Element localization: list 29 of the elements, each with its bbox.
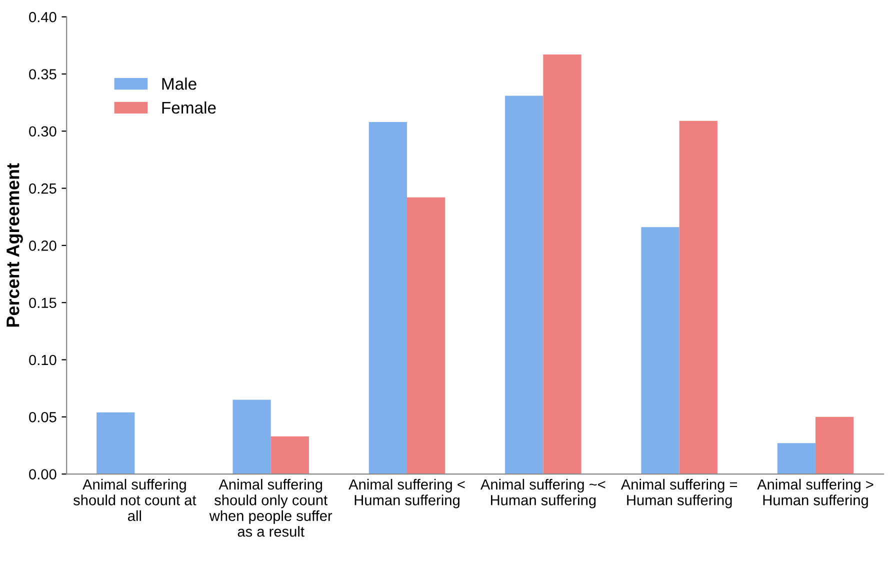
bar <box>641 227 680 474</box>
y-tick-label: 0.40 <box>29 12 56 22</box>
bar <box>679 120 718 474</box>
bar <box>270 436 309 474</box>
x-tick-label: Animal suffering ~< Human suffering <box>480 478 606 508</box>
y-tick-label: 0.05 <box>29 412 56 422</box>
y-tick-label: 0.35 <box>29 69 56 80</box>
y-tick-label: 0.15 <box>29 298 56 308</box>
bar <box>505 96 544 474</box>
y-tick-label: 0.10 <box>29 354 56 366</box>
bar <box>777 443 816 474</box>
legend-label: Male <box>162 78 196 90</box>
bar <box>543 54 582 474</box>
y-tick-label: 0.20 <box>29 240 56 251</box>
bar <box>815 416 854 474</box>
x-tick-label: Animal suffering should not count at all <box>73 478 196 522</box>
bar <box>96 412 135 474</box>
legend-label: Female <box>162 101 216 114</box>
x-tick-label: Animal suffering = Human suffering <box>620 478 738 508</box>
bar <box>368 122 407 474</box>
y-tick-label: 0.30 <box>29 126 56 137</box>
bar <box>232 400 271 474</box>
y-tick-label: 0.00 <box>29 469 56 480</box>
y-axis-title: Percent Agreement <box>6 163 23 327</box>
x-tick-label: Animal suffering should only count when people suffer as a result <box>209 478 332 537</box>
bar <box>407 197 446 474</box>
x-tick-label: Animal suffering < Human suffering <box>348 478 465 508</box>
x-tick-label: Animal suffering > Human suffering <box>757 478 874 508</box>
y-tick-label: 0.25 <box>29 183 56 194</box>
